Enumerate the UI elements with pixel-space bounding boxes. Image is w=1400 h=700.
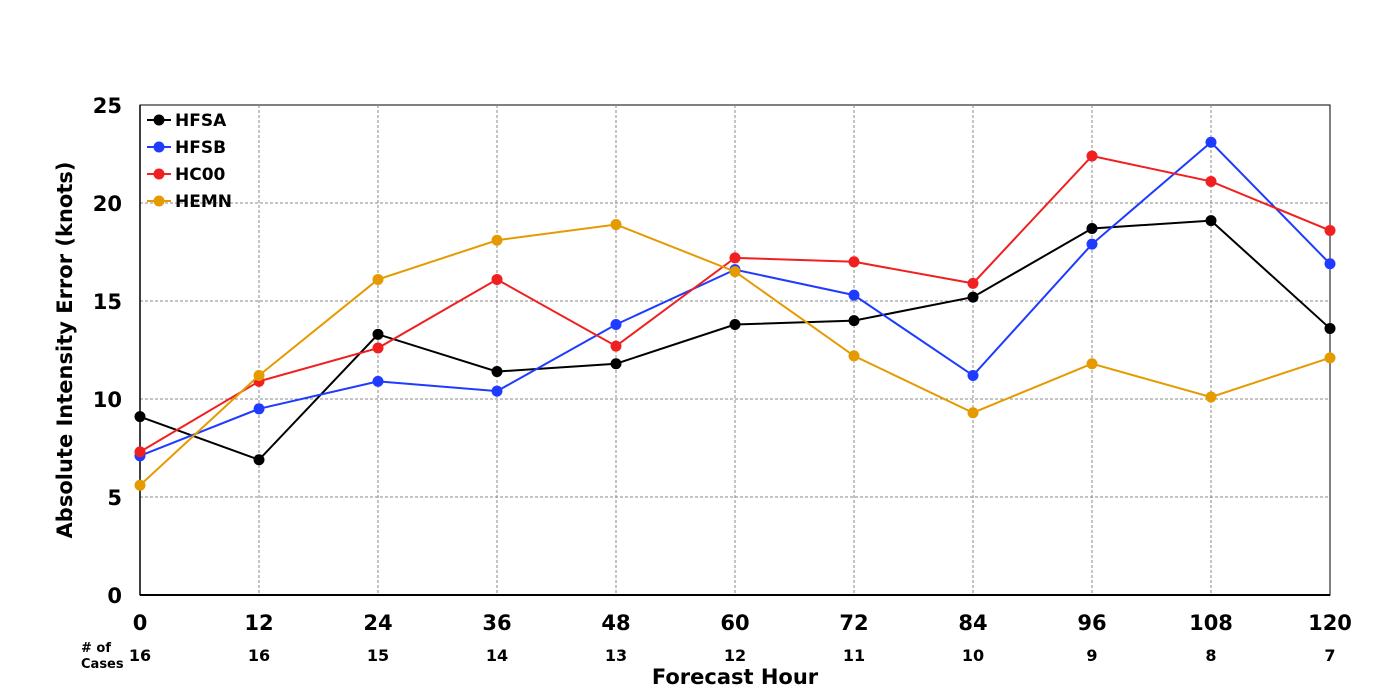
y-tick-label: 20 (93, 192, 122, 216)
cases-label-line2: Cases (81, 657, 124, 672)
data-point (610, 358, 622, 370)
data-point (967, 369, 979, 381)
case-count: 15 (367, 646, 389, 665)
data-point (967, 291, 979, 303)
data-point (848, 289, 860, 301)
x-tick-label: 12 (244, 611, 273, 635)
y-axis-title: Absolute Intensity Error (knots) (53, 162, 77, 539)
case-count: 13 (605, 646, 627, 665)
case-count: 7 (1324, 646, 1335, 665)
y-tick-label: 0 (107, 584, 122, 608)
legend-marker (153, 195, 165, 207)
case-count: 8 (1205, 646, 1216, 665)
data-point (848, 256, 860, 268)
legend-item: HC00 (147, 165, 226, 185)
data-point (372, 328, 384, 340)
data-point (1324, 224, 1336, 236)
y-tick-labels: 0 5 10 15 20 25 (93, 94, 122, 608)
x-axis-title: Forecast Hour (652, 665, 819, 689)
data-point (253, 454, 265, 466)
series-group (134, 136, 1336, 491)
case-count: 11 (843, 646, 865, 665)
data-point (372, 375, 384, 387)
data-point (1324, 352, 1336, 364)
data-point (848, 315, 860, 327)
x-tick-label: 84 (958, 611, 987, 635)
case-count: 10 (962, 646, 984, 665)
cases-label-line1: # of (81, 641, 111, 656)
data-point (1205, 391, 1217, 403)
case-count: 12 (724, 646, 746, 665)
legend-marker (153, 114, 165, 126)
data-point (967, 277, 979, 289)
case-count-labels: 16 16 15 14 13 12 11 10 9 8 7 (129, 646, 1336, 665)
series-hemn (134, 219, 1336, 491)
x-tick-labels: 0 12 24 36 48 60 72 84 96 108 120 (133, 611, 1352, 635)
data-point (1086, 150, 1098, 162)
data-point (610, 219, 622, 231)
legend: HFSA HFSB HC00 HEMN (147, 111, 232, 212)
x-tick-label: 24 (363, 611, 392, 635)
data-point (848, 350, 860, 362)
x-tick-label: 60 (720, 611, 749, 635)
data-point (491, 273, 503, 285)
legend-marker (153, 141, 165, 153)
x-tick-label: 108 (1189, 611, 1233, 635)
series-hfsa (134, 215, 1336, 466)
data-point (372, 273, 384, 285)
data-point (1205, 215, 1217, 227)
legend-label: HFSA (175, 111, 227, 131)
x-tick-label: 72 (839, 611, 868, 635)
legend-item: HFSA (147, 111, 227, 131)
data-point (491, 366, 503, 378)
data-point (967, 407, 979, 419)
data-point (610, 319, 622, 331)
case-count: 16 (248, 646, 270, 665)
x-tick-label: 96 (1077, 611, 1106, 635)
data-point (491, 385, 503, 397)
x-tick-label: 48 (601, 611, 630, 635)
data-point (729, 319, 741, 331)
data-point (253, 369, 265, 381)
data-point (134, 411, 146, 423)
legend-label: HEMN (175, 192, 232, 212)
case-count: 16 (129, 646, 151, 665)
data-point (1086, 222, 1098, 234)
legend-item: HFSB (147, 138, 226, 158)
data-point (253, 403, 265, 415)
y-tick-label: 25 (93, 94, 122, 118)
data-point (729, 266, 741, 278)
data-point (1324, 322, 1336, 334)
case-count: 14 (486, 646, 508, 665)
data-point (134, 479, 146, 491)
legend-marker (153, 168, 165, 180)
legend-label: HFSB (175, 138, 226, 158)
y-tick-label: 10 (93, 388, 122, 412)
data-point (372, 342, 384, 354)
x-tick-label: 36 (482, 611, 511, 635)
data-point (1086, 358, 1098, 370)
y-tick-label: 5 (107, 486, 122, 510)
data-point (1205, 175, 1217, 187)
data-point (610, 340, 622, 352)
data-point (1205, 136, 1217, 148)
data-point (1324, 258, 1336, 270)
data-point (491, 234, 503, 246)
x-tick-label: 0 (133, 611, 148, 635)
case-count: 9 (1086, 646, 1097, 665)
legend-item: HEMN (147, 192, 232, 212)
data-point (1086, 238, 1098, 250)
x-tick-label: 120 (1308, 611, 1352, 635)
data-point (729, 252, 741, 264)
series-hc00 (134, 150, 1336, 458)
legend-label: HC00 (175, 165, 226, 185)
y-tick-label: 15 (93, 290, 122, 314)
data-point (134, 446, 146, 458)
